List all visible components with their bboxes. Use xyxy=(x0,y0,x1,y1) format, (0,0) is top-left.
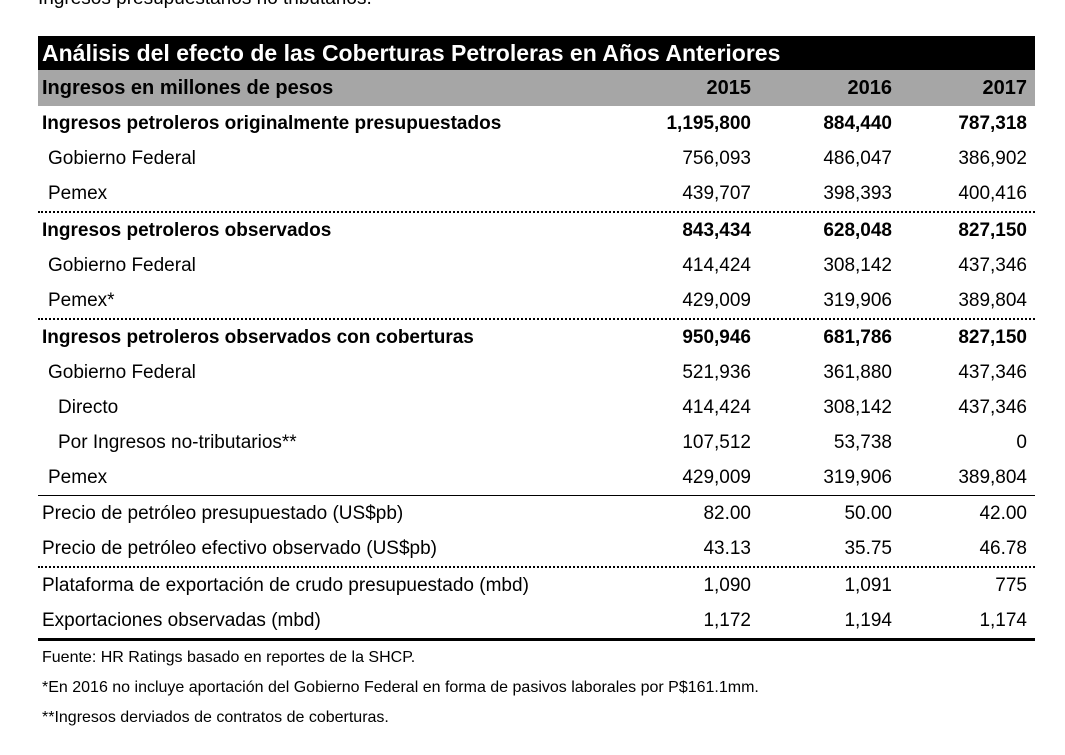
row-value-2017: 437,346 xyxy=(958,254,1027,276)
row-label: Pemex xyxy=(48,466,108,488)
row-label: Exportaciones observadas (mbd) xyxy=(42,609,321,631)
row-value-2016: 308,142 xyxy=(823,254,892,276)
row-value-2017: 0 xyxy=(1016,431,1027,453)
table-header-row: Ingresos en millones de pesos 2015 2016 … xyxy=(38,70,1035,106)
row-value-2015: 950,946 xyxy=(682,326,751,348)
row-label: Gobierno Federal xyxy=(48,147,196,169)
row-value-2017: 827,150 xyxy=(958,219,1027,241)
row-value-2015: 1,172 xyxy=(703,609,751,631)
row-label: Ingresos petroleros observados xyxy=(42,219,332,241)
row-value-2017: 389,804 xyxy=(958,466,1027,488)
table-row: Pemex 439,707 398,393 400,416 xyxy=(38,176,1035,213)
row-value-2017: 787,318 xyxy=(958,112,1027,134)
table-body: Ingresos petroleros originalmente presup… xyxy=(38,106,1035,641)
table-row: Por Ingresos no-tributarios** 107,512 53,7… xyxy=(38,425,1035,460)
row-value-2016: 361,880 xyxy=(823,361,892,383)
row-label: Pemex* xyxy=(48,289,115,311)
row-value-2015: 414,424 xyxy=(682,254,751,276)
row-label: Directo xyxy=(58,396,119,418)
row-value-2015: 1,195,800 xyxy=(666,112,751,134)
row-value-2016: 1,194 xyxy=(844,609,892,631)
source-note: Fuente: HR Ratings basado en reportes de… xyxy=(42,649,416,666)
row-value-2016: 319,906 xyxy=(823,466,892,488)
row-label: Gobierno Federal xyxy=(48,361,196,383)
row-value-2015: 43.13 xyxy=(703,537,751,559)
row-value-2017: 1,174 xyxy=(979,609,1027,631)
row-label: Ingresos petroleros observados con cober… xyxy=(42,326,474,348)
row-value-2016: 398,393 xyxy=(823,182,892,204)
table-row: Ingresos petroleros observados con cober… xyxy=(38,320,1035,355)
row-value-2015: 107,512 xyxy=(682,431,751,453)
table-notes: Fuente: HR Ratings basado en reportes de… xyxy=(38,643,1035,733)
row-value-2016: 884,440 xyxy=(823,112,892,134)
row-value-2017: 400,416 xyxy=(958,182,1027,204)
table-row: Exportaciones observadas (mbd) 1,172 1,194… xyxy=(38,603,1035,641)
preceding-text-line: Ingresos presupuestarios no tributarios. xyxy=(38,0,372,10)
table-row: Plataforma de exportación de crudo presu… xyxy=(38,568,1035,603)
row-value-2015: 429,009 xyxy=(682,466,751,488)
row-value-2016: 308,142 xyxy=(823,396,892,418)
header-year-2015: 2015 xyxy=(706,76,752,99)
row-label: Pemex xyxy=(48,182,108,204)
row-value-2016: 50.00 xyxy=(844,502,892,524)
footnote-2: **Ingresos derviados de contratos de cob… xyxy=(42,709,389,726)
row-value-2017: 42.00 xyxy=(979,502,1027,524)
row-value-2017: 386,902 xyxy=(958,147,1027,169)
row-value-2015: 414,424 xyxy=(682,396,751,418)
header-year-2017: 2017 xyxy=(982,76,1028,99)
row-label: Por Ingresos no-tributarios** xyxy=(58,431,297,453)
row-label: Precio de petróleo presupuestado (US$pb) xyxy=(42,502,404,524)
row-value-2016: 319,906 xyxy=(823,289,892,311)
row-label: Ingresos petroleros originalmente presup… xyxy=(42,112,502,134)
row-value-2017: 46.78 xyxy=(979,537,1027,559)
row-value-2015: 82.00 xyxy=(703,502,751,524)
table-row: Pemex 429,009 319,906 389,804 xyxy=(38,460,1035,496)
table-row: Precio de petróleo presupuestado (US$pb)… xyxy=(38,496,1035,531)
oil-hedges-table: Análisis del efecto de las Coberturas Pe… xyxy=(38,36,1035,733)
row-label: Plataforma de exportación de crudo presu… xyxy=(42,574,529,596)
row-value-2017: 437,346 xyxy=(958,396,1027,418)
row-value-2016: 53,738 xyxy=(833,431,892,453)
row-value-2015: 843,434 xyxy=(682,219,751,241)
row-value-2017: 775 xyxy=(995,574,1027,596)
row-value-2017: 389,804 xyxy=(958,289,1027,311)
table-row: Gobierno Federal 756,093 486,047 386,902 xyxy=(38,141,1035,176)
row-label: Precio de petróleo efectivo observado (U… xyxy=(42,537,438,559)
table-row: Precio de petróleo efectivo observado (U… xyxy=(38,531,1035,568)
row-value-2017: 437,346 xyxy=(958,361,1027,383)
row-value-2016: 1,091 xyxy=(844,574,892,596)
table-row: Gobierno Federal 521,936 361,880 437,346 xyxy=(38,355,1035,390)
table-row: Ingresos petroleros originalmente presup… xyxy=(38,106,1035,141)
row-value-2015: 521,936 xyxy=(682,361,751,383)
row-value-2015: 439,707 xyxy=(682,182,751,204)
table-row: Ingresos petroleros observados 843,434 628… xyxy=(38,213,1035,248)
table-title: Análisis del efecto de las Coberturas Pe… xyxy=(38,36,1035,70)
row-value-2016: 35.75 xyxy=(844,537,892,559)
table-row: Gobierno Federal 414,424 308,142 437,346 xyxy=(38,248,1035,283)
row-value-2016: 628,048 xyxy=(823,219,892,241)
header-year-2016: 2016 xyxy=(847,76,893,99)
row-value-2016: 486,047 xyxy=(823,147,892,169)
row-value-2015: 429,009 xyxy=(682,289,751,311)
table-row: Pemex* 429,009 319,906 389,804 xyxy=(38,283,1035,320)
row-value-2015: 756,093 xyxy=(682,147,751,169)
header-label: Ingresos en millones de pesos xyxy=(42,76,334,99)
row-value-2017: 827,150 xyxy=(958,326,1027,348)
table-row: Directo 414,424 308,142 437,346 xyxy=(38,390,1035,425)
row-label: Gobierno Federal xyxy=(48,254,196,276)
footnote-1: *En 2016 no incluye aportación del Gobie… xyxy=(42,679,759,696)
row-value-2016: 681,786 xyxy=(823,326,892,348)
row-value-2015: 1,090 xyxy=(703,574,751,596)
